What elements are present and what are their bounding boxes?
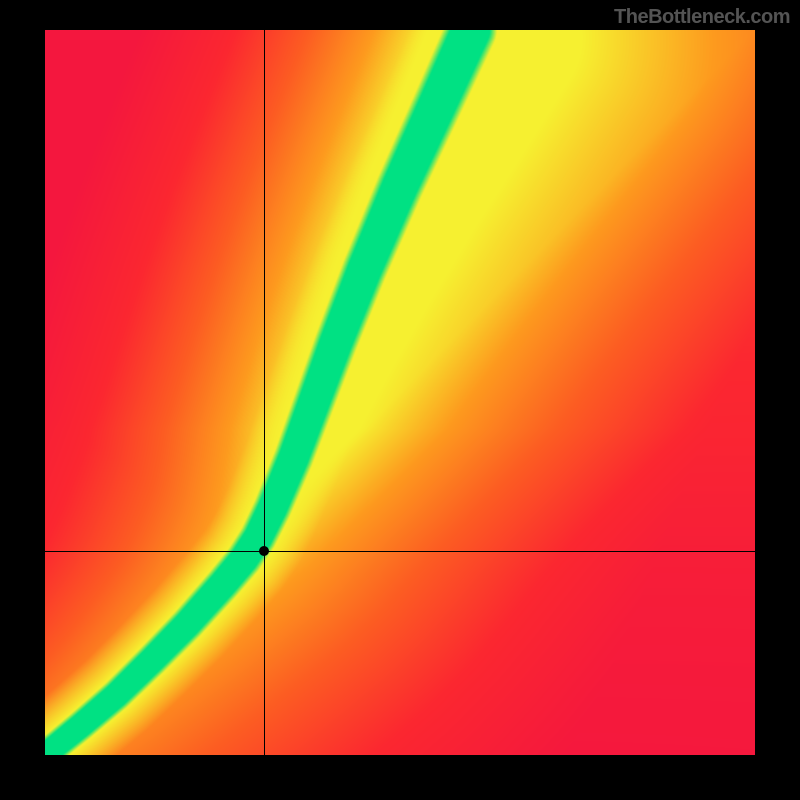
crosshair-horizontal	[45, 551, 755, 552]
crosshair-vertical	[264, 30, 265, 755]
chart-container: TheBottleneck.com	[0, 0, 800, 800]
heatmap-canvas	[45, 30, 755, 755]
watermark-text: TheBottleneck.com	[614, 6, 790, 29]
data-point-marker	[259, 546, 269, 556]
